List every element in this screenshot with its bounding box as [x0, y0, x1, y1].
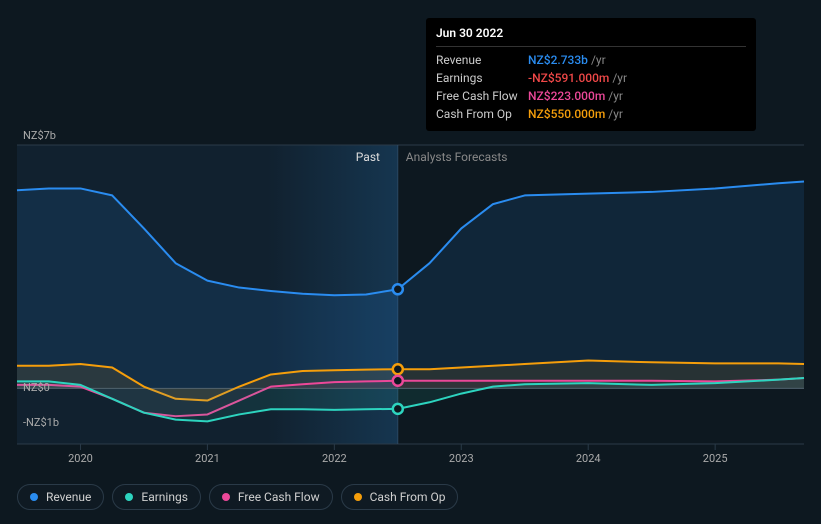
legend-item-cashop[interactable]: Cash From Op	[341, 484, 459, 510]
tooltip-unit: /yr	[608, 107, 623, 121]
tooltip-label: Free Cash Flow	[436, 89, 528, 103]
tooltip-unit: /yr	[612, 71, 627, 85]
legend-label: Cash From Op	[370, 490, 446, 504]
tooltip-date: Jun 30 2022	[436, 26, 746, 47]
y-tick-top: NZ$7b	[23, 129, 56, 142]
tooltip-value: NZ$223.000m	[528, 89, 605, 103]
section-label-forecast: Analysts Forecasts	[406, 150, 508, 164]
earnings-revenue-chart[interactable]: NZ$7b NZ$0 -NZ$1b Past Analysts Forecast…	[0, 0, 821, 524]
tooltip-unit: /yr	[591, 53, 606, 67]
legend-label: Revenue	[46, 490, 91, 504]
legend-label: Free Cash Flow	[238, 490, 320, 504]
section-label-past: Past	[356, 150, 380, 164]
tooltip-label: Earnings	[436, 71, 528, 85]
legend-item-fcf[interactable]: Free Cash Flow	[209, 484, 333, 510]
y-tick-neg: -NZ$1b	[23, 416, 59, 429]
tooltip-value: -NZ$591.000m	[528, 71, 609, 85]
tooltip-row-earnings: Earnings-NZ$591.000m/yr	[436, 69, 746, 87]
chart-tooltip: Jun 30 2022 RevenueNZ$2.733b/yrEarnings-…	[426, 18, 756, 131]
legend-dot-icon	[30, 493, 38, 501]
tooltip-row-fcf: Free Cash FlowNZ$223.000m/yr	[436, 87, 746, 105]
tooltip-row-revenue: RevenueNZ$2.733b/yr	[436, 51, 746, 69]
x-tick-label: 2020	[68, 452, 93, 465]
x-tick-label: 2023	[449, 452, 474, 465]
legend-label: Earnings	[141, 490, 188, 504]
x-tick-label: 2024	[576, 452, 601, 465]
tooltip-label: Cash From Op	[436, 107, 528, 121]
x-tick-label: 2021	[195, 452, 220, 465]
legend-item-revenue[interactable]: Revenue	[17, 484, 104, 510]
chart-legend: Revenue Earnings Free Cash Flow Cash From O…	[17, 484, 458, 510]
tooltip-value: NZ$2.733b	[528, 53, 588, 67]
tooltip-label: Revenue	[436, 53, 528, 67]
tooltip-value: NZ$550.000m	[528, 107, 605, 121]
legend-dot-icon	[354, 493, 362, 501]
legend-item-earnings[interactable]: Earnings	[112, 484, 201, 510]
y-tick-zero: NZ$0	[23, 381, 50, 394]
legend-dot-icon	[222, 493, 230, 501]
tooltip-unit: /yr	[608, 89, 623, 103]
x-tick-label: 2022	[322, 452, 347, 465]
x-tick-label: 2025	[703, 452, 728, 465]
legend-dot-icon	[125, 493, 133, 501]
tooltip-row-cashop: Cash From OpNZ$550.000m/yr	[436, 105, 746, 123]
